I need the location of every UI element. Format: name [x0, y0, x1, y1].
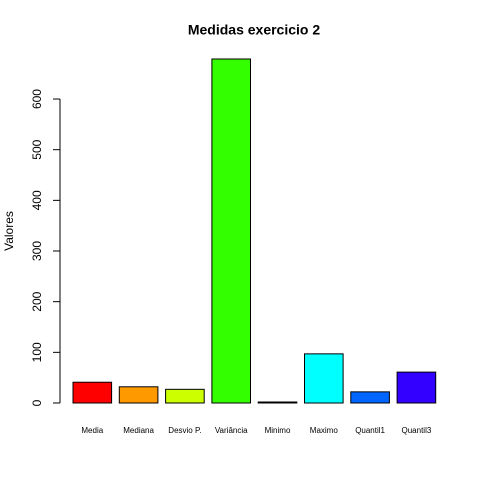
y-tick-label: 500	[30, 139, 44, 159]
bar	[257, 401, 298, 404]
y-tick-label: 300	[30, 241, 44, 261]
bar	[396, 371, 437, 404]
x-tick-label: Mediana	[123, 426, 154, 435]
y-tick-label: 400	[30, 190, 44, 210]
y-tick-label: 600	[30, 89, 44, 109]
x-tick-label: Variância	[215, 426, 248, 435]
bar	[304, 353, 344, 404]
x-tick-label: Minimo	[265, 426, 291, 435]
y-tick-label: 100	[30, 342, 44, 362]
x-tick-label: Media	[81, 426, 103, 435]
x-tick-label: Quantil1	[355, 426, 385, 435]
y-axis-label: Valores	[2, 211, 16, 251]
x-tick-label: Desvio P.	[168, 426, 201, 435]
bar	[72, 381, 113, 404]
y-tick-label: 0	[30, 399, 44, 406]
bar	[118, 386, 159, 404]
x-tick-label: Maximo	[310, 426, 339, 435]
bar	[165, 388, 205, 404]
bar	[211, 58, 251, 404]
y-tick-label: 200	[30, 291, 44, 311]
bar	[350, 391, 390, 404]
chart-title: Medidas exercicio 2	[188, 22, 321, 38]
x-tick-label: Quantil3	[402, 426, 432, 435]
